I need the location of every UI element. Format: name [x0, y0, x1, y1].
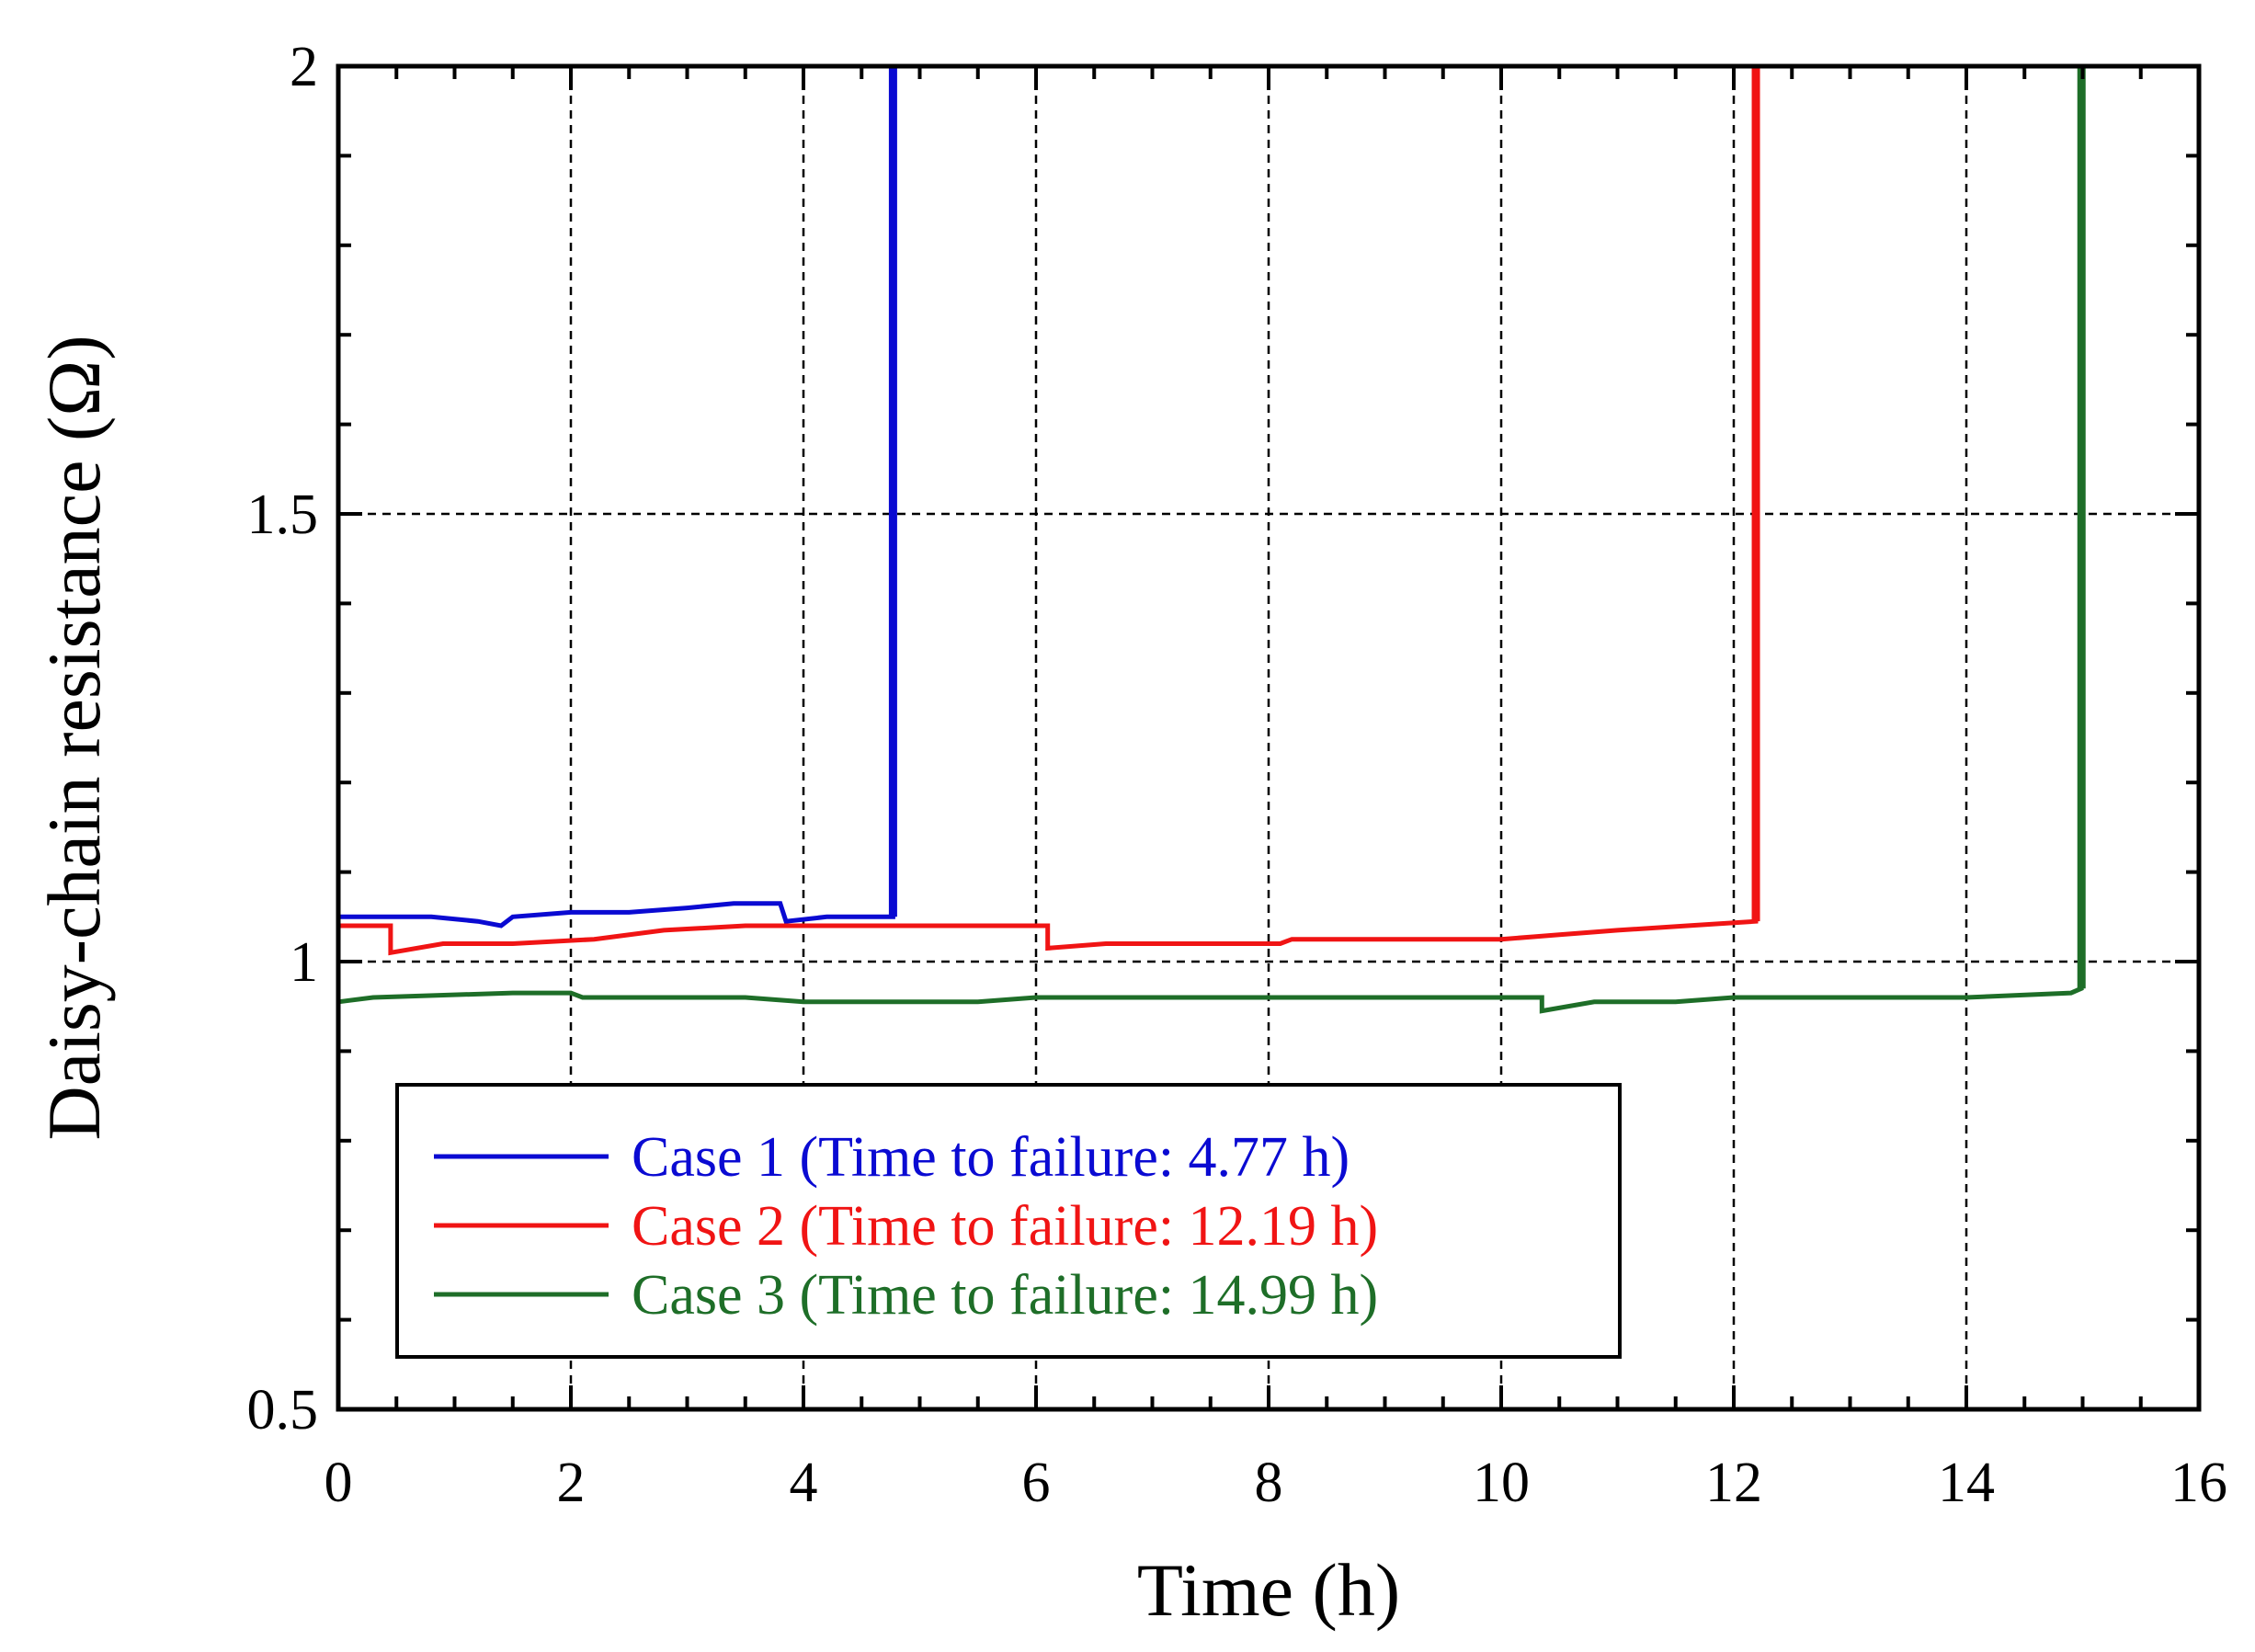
legend-box [395, 1083, 1622, 1359]
x-tick-label: 14 [1938, 1452, 1995, 1514]
x-axis-title: Time (h) [1137, 1548, 1400, 1632]
x-tick-label: 4 [790, 1452, 818, 1514]
y-tick-label: 1.5 [247, 484, 319, 546]
y-tick-label: 1 [290, 931, 318, 994]
series-line-case-3 [337, 66, 2084, 1014]
x-tick-label: 16 [2170, 1452, 2227, 1514]
x-tick-label: 12 [1705, 1452, 1762, 1514]
legend-label-case-3: Case 3 (Time to failure: 14.99 h) [632, 1264, 1378, 1327]
plot-frame [336, 63, 2202, 1412]
y-tick-label: 2 [290, 36, 318, 98]
legend-label-case-1: Case 1 (Time to failure: 4.77 h) [632, 1126, 1350, 1189]
series-line-case-2 [338, 66, 1759, 956]
series-line-case-1 [338, 66, 895, 929]
y-axis-title: Daisy-chain resistance (Ω) [32, 335, 116, 1140]
series-lines [337, 66, 2086, 1014]
x-tick-label: 8 [1255, 1452, 1283, 1514]
legend: Case 1 (Time to failure: 4.77 h)Case 2 (… [395, 1083, 1622, 1359]
legend-label-case-2: Case 2 (Time to failure: 12.19 h) [632, 1195, 1378, 1258]
tick-labels: 0 2 4 6 8 10 12 14 16 0.5 1 1.5 2 [247, 36, 2228, 1514]
y-tick-label: 0.5 [247, 1379, 319, 1441]
x-tick-label: 0 [325, 1452, 353, 1514]
x-tick-label: 10 [1473, 1452, 1530, 1514]
x-tick-label: 2 [557, 1452, 586, 1514]
x-tick-label: 6 [1022, 1452, 1051, 1514]
